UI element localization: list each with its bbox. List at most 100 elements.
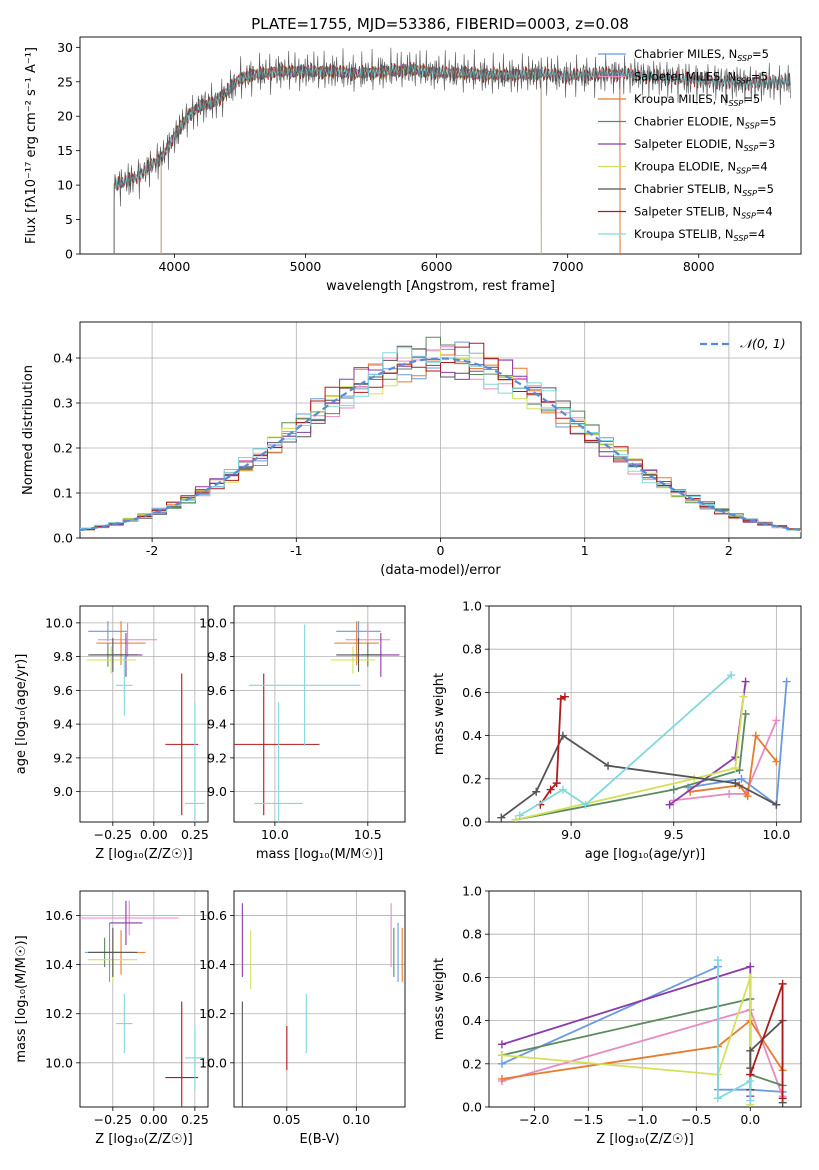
legend-entry-value: =4 <box>751 160 768 174</box>
y-tick-label: 0.4 <box>462 1013 482 1028</box>
legend-entry-value: =5 <box>752 47 769 61</box>
y-tick-label: 5 <box>65 212 73 227</box>
legend-entry: Chabrier MILES, NSSP=5 <box>634 47 769 63</box>
legend-entry-value: =5 <box>751 70 768 84</box>
legend-entry: Salpeter STELIB, NSSP=4 <box>634 205 773 221</box>
legend-entry: Salpeter MILES, NSSP=5 <box>634 70 768 86</box>
legend-entry-sub: SSP <box>745 122 760 131</box>
residual-histogram <box>80 348 801 532</box>
z_age-frame <box>79 605 209 823</box>
weight-point-marker <box>751 731 760 740</box>
spectrum-series-line <box>113 47 791 254</box>
weight-point-marker <box>731 779 740 788</box>
y-tick-label: 10.0 <box>199 615 227 630</box>
errorbar-point <box>116 994 133 1053</box>
y-tick-label: 1.0 <box>462 884 482 899</box>
errorbar-point <box>116 654 133 716</box>
errorbar-point <box>185 702 205 822</box>
legend-entry-text: Kroupa MILES, N <box>634 92 729 106</box>
spectrum-axes: 4000 5000 6000 7000 8000 0 5 10 15 20 25 30 waveleng… <box>24 36 802 294</box>
y-tick-label: 0.4 <box>462 728 482 743</box>
legend-entry-sub: SSP <box>736 167 751 176</box>
y-tick-label: 0.0 <box>53 531 73 546</box>
x-tick-label: 10.0 <box>261 827 289 842</box>
legend-entry-value: =4 <box>756 205 773 219</box>
mass_age-frame <box>233 605 406 823</box>
weight-series-line <box>500 734 777 819</box>
z_mass-x-label: Z [log₁₀(Z/Z☉)] <box>95 1132 192 1147</box>
x-tick-label: -2 <box>146 543 158 558</box>
weight-point-marker <box>746 1096 755 1105</box>
legend-entry: Chabrier STELIB, NSSP=5 <box>634 182 774 198</box>
z_weight-axes: −2.0 −1.5 −1.0 −0.5 0.0 0.0 0.2 0.4 0.6 0.8 1.0 Z [… <box>432 884 802 1147</box>
weight-point-marker <box>778 979 787 988</box>
residuals-y-label: Normed distribution <box>21 365 36 495</box>
errorbar-point <box>254 702 303 822</box>
ebv_mass-errorbars <box>241 903 403 1107</box>
weight-point-marker <box>746 962 755 971</box>
legend-entry-sub: SSP <box>741 212 756 221</box>
weight-point-marker <box>746 973 755 982</box>
z_mass-axes: −0.25 0.00 0.25 10.0 10.2 10.4 10.6 Z [log₁₀(Z/… <box>14 890 209 1147</box>
weight-point-marker <box>713 956 722 965</box>
x-tick-label: 0.25 <box>181 1112 209 1127</box>
ebv_mass-axes: 0.05 0.10 10.0 10.2 10.4 10.6 E(B-V) <box>199 890 406 1147</box>
x-tick-label: −0.5 <box>681 1112 711 1127</box>
legend-entry-text: Salpeter ELODIE, N <box>634 137 744 151</box>
residuals-x-label: (data-model)/error <box>380 563 501 578</box>
legend-entry-text: Salpeter MILES, N <box>634 70 736 84</box>
weight-point-marker <box>515 811 524 820</box>
x-tick-label: 7000 <box>552 259 584 274</box>
weight-point-marker <box>746 1077 755 1086</box>
weight-point-marker <box>497 1074 506 1083</box>
legend-entry-text: Salpeter STELIB, N <box>634 205 741 219</box>
x-tick-label: −1.0 <box>627 1112 657 1127</box>
weight-point-marker <box>532 787 541 796</box>
weight-point-marker <box>690 774 699 783</box>
weight-point-marker <box>772 716 781 725</box>
weight-point-marker <box>669 785 678 794</box>
y-tick-label: 20 <box>57 109 73 124</box>
mass_age-axes: 10.0 10.5 9.0 9.2 9.4 9.6 9.8 10.0 mass [log₁₀(M… <box>199 605 406 862</box>
weight-point-marker <box>497 813 506 822</box>
y-tick-label: 10.2 <box>199 1006 227 1021</box>
weight-point-marker <box>731 764 740 772</box>
errorbar-point <box>88 927 138 977</box>
y-tick-label: 15 <box>57 143 73 158</box>
weight-point-marker <box>735 766 744 775</box>
y-tick-label: 10.6 <box>45 908 73 923</box>
y-tick-label: 1.0 <box>462 599 482 614</box>
gaussian-curve <box>80 357 801 532</box>
x-tick-label: 8000 <box>683 259 715 274</box>
x-tick-label: −0.25 <box>94 827 132 842</box>
z_age-y-label: age [log₁₀(age/yr)] <box>14 654 29 775</box>
y-tick-label: 9.2 <box>207 750 227 765</box>
y-tick-label: 0.6 <box>462 685 482 700</box>
legend-entry-text: Chabrier STELIB, N <box>634 182 742 196</box>
errorbar-point <box>234 673 320 816</box>
y-tick-label: 30 <box>57 40 73 55</box>
errorbar-point <box>248 624 361 747</box>
x-tick-label: 1 <box>581 543 589 558</box>
z_weight-x-label: Z [log₁₀(Z/Z☉)] <box>596 1132 693 1147</box>
weight-point-marker <box>604 761 613 770</box>
legend-entry: Kroupa ELODIE, NSSP=4 <box>634 160 768 176</box>
x-tick-label: 4000 <box>158 259 190 274</box>
weight-point-marker <box>741 677 750 686</box>
errorbar-point <box>185 1026 205 1090</box>
y-tick-label: 0 <box>65 247 73 262</box>
figure-title: PLATE=1755, MJD=53386, FIBERID=0003, z=0… <box>251 15 629 33</box>
y-tick-label: 10.0 <box>45 615 73 630</box>
weight-series-line <box>673 720 778 802</box>
y-tick-label: 0.0 <box>462 1100 482 1115</box>
z_weight-y-label: mass weight <box>432 958 447 1040</box>
ebv_mass-x-label: E(B-V) <box>299 1132 339 1147</box>
weight-point-marker <box>556 694 565 703</box>
spectrum-x-label: wavelength [Angstrom, rest frame] <box>326 279 555 294</box>
y-tick-label: 9.4 <box>207 717 227 732</box>
weight-point-marker <box>552 779 561 788</box>
errorbar-point <box>165 673 199 816</box>
errorbar-point <box>86 646 136 674</box>
x-tick-label: −1.5 <box>573 1112 603 1127</box>
